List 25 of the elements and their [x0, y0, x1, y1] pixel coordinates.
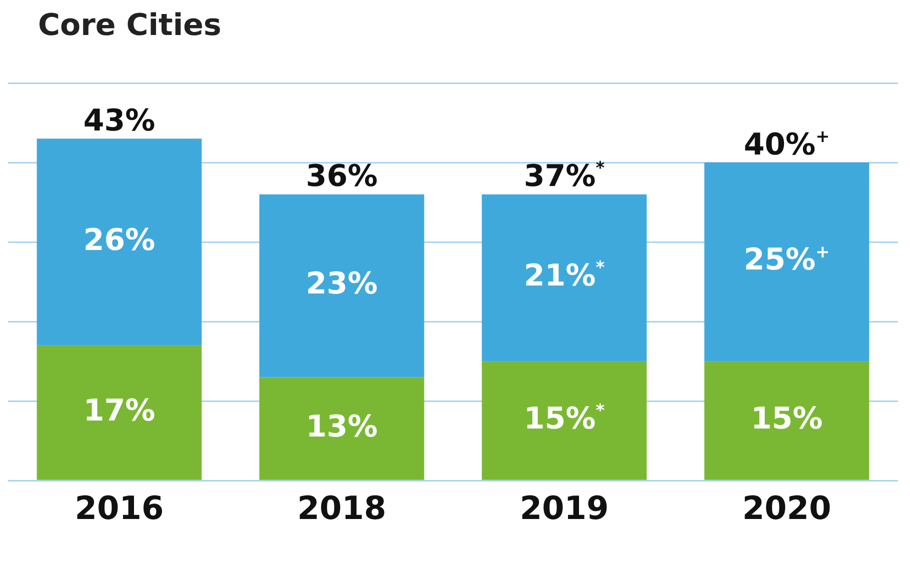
bar — [259, 377, 424, 480]
bar — [36, 138, 202, 346]
bar — [482, 194, 647, 362]
total-label: 43% — [83, 103, 156, 138]
chart-title: Core Cities — [38, 8, 222, 43]
data-label: 26% — [83, 222, 156, 258]
data-label: 15%* — [524, 401, 605, 436]
x-tick-label: 2018 — [297, 489, 386, 528]
x-tick-label: 2020 — [742, 489, 832, 528]
bar — [482, 361, 647, 480]
x-tick-label: 2016 — [74, 489, 164, 528]
data-label: 25%+ — [744, 242, 830, 278]
bar — [36, 345, 202, 480]
total-label: 37%* — [524, 158, 605, 194]
data-label: 21%* — [524, 258, 605, 294]
total-label: 40%+ — [744, 126, 830, 162]
data-label: 17% — [83, 393, 156, 428]
data-label: 15% — [750, 401, 823, 436]
data-label: 13% — [306, 409, 378, 444]
x-tick-label: 2019 — [520, 489, 609, 528]
data-label: 23% — [306, 266, 378, 302]
bar — [259, 194, 424, 378]
total-label: 36% — [306, 159, 378, 194]
bar — [704, 162, 870, 362]
bar — [704, 361, 870, 480]
